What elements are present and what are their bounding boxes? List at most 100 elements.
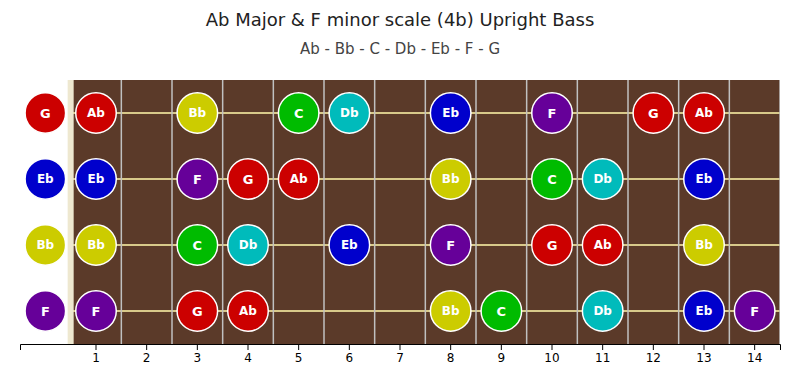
note-label: G bbox=[192, 304, 203, 319]
note bbox=[177, 225, 218, 266]
x-tick: 13 bbox=[696, 344, 711, 365]
note-label: Ab bbox=[695, 106, 713, 120]
x-tick-mark bbox=[197, 344, 198, 350]
x-tick-mark bbox=[501, 344, 502, 350]
x-tick: 10 bbox=[544, 344, 559, 365]
note bbox=[25, 225, 66, 266]
note bbox=[684, 225, 725, 266]
note-label: Db bbox=[593, 172, 612, 186]
fret-line bbox=[627, 80, 629, 344]
note bbox=[25, 291, 66, 332]
x-tick-mark bbox=[349, 344, 350, 350]
note bbox=[532, 93, 573, 134]
x-tick-label: 5 bbox=[295, 351, 303, 365]
note-label: Bb bbox=[442, 304, 460, 318]
fret-line bbox=[273, 80, 275, 344]
x-tick: 4 bbox=[244, 344, 252, 365]
x-tick-label: 1 bbox=[92, 351, 100, 365]
note-label: Ab bbox=[594, 238, 612, 252]
x-tick-label: 11 bbox=[595, 351, 610, 365]
x-tick-label: 10 bbox=[544, 351, 559, 365]
note-label: C bbox=[294, 106, 304, 121]
note-label: F bbox=[446, 238, 455, 253]
note-label: Bb bbox=[695, 238, 713, 252]
x-tick: 3 bbox=[194, 344, 202, 365]
note-label: Ab bbox=[290, 172, 308, 186]
fret-line bbox=[121, 80, 123, 344]
x-tick: 2 bbox=[143, 344, 151, 365]
x-tick: 5 bbox=[295, 344, 303, 365]
x-tick-label: 2 bbox=[143, 351, 151, 365]
note-label: G bbox=[648, 106, 659, 121]
note-label: G bbox=[40, 106, 51, 121]
fret-line bbox=[222, 80, 224, 344]
note bbox=[329, 93, 370, 134]
note-label: F bbox=[41, 304, 50, 319]
x-tick-mark bbox=[400, 344, 401, 350]
note-label: Eb bbox=[696, 172, 713, 186]
fret-line bbox=[577, 80, 579, 344]
x-tick-label: 8 bbox=[447, 351, 455, 365]
x-tick-label: 13 bbox=[696, 351, 711, 365]
note-label: Db bbox=[239, 238, 258, 252]
x-tick: 9 bbox=[498, 344, 506, 365]
note bbox=[76, 93, 117, 134]
fretboard bbox=[71, 80, 780, 344]
x-tick-mark bbox=[704, 344, 705, 350]
nut bbox=[68, 80, 74, 344]
note bbox=[734, 291, 775, 332]
subtitle: Ab - Bb - C - Db - Eb - F - G bbox=[300, 40, 500, 58]
note bbox=[329, 225, 370, 266]
note bbox=[278, 93, 319, 134]
x-tick-label: 6 bbox=[346, 351, 354, 365]
x-tick-mark bbox=[653, 344, 654, 350]
note bbox=[177, 159, 218, 200]
note bbox=[684, 93, 725, 134]
fret-line bbox=[526, 80, 528, 344]
note-label: C bbox=[497, 304, 507, 319]
x-tick-label: 14 bbox=[747, 351, 762, 365]
x-tick-label: 3 bbox=[194, 351, 202, 365]
note-label: Ab bbox=[87, 106, 105, 120]
x-tick-mark bbox=[450, 344, 451, 350]
x-tick-mark bbox=[248, 344, 249, 350]
note bbox=[582, 291, 623, 332]
x-axis-line bbox=[21, 345, 781, 351]
note-label: Db bbox=[340, 106, 359, 120]
x-tick: 11 bbox=[595, 344, 610, 365]
fret-line bbox=[678, 80, 680, 344]
fret-line bbox=[475, 80, 477, 344]
note-label: Eb bbox=[442, 106, 459, 120]
x-tick-mark bbox=[298, 344, 299, 350]
note-labels: GEbBbFAbBbCDbEbFGAbEbFGAbBbCDbEbBbCDbEbF… bbox=[36, 106, 759, 319]
fret-line bbox=[323, 80, 325, 344]
note bbox=[582, 159, 623, 200]
note-label: Eb bbox=[696, 304, 713, 318]
note-label: Bb bbox=[188, 106, 206, 120]
notes bbox=[25, 93, 775, 332]
note-label: Bb bbox=[36, 238, 54, 252]
note bbox=[25, 159, 66, 200]
x-tick-label: 12 bbox=[646, 351, 661, 365]
note bbox=[177, 291, 218, 332]
x-axis: 1234567891011121314 bbox=[21, 344, 781, 365]
note bbox=[76, 159, 117, 200]
note bbox=[430, 159, 471, 200]
fretboard-wood bbox=[71, 80, 780, 344]
fret-line bbox=[779, 80, 780, 344]
note bbox=[684, 291, 725, 332]
note bbox=[25, 93, 66, 134]
note-label: F bbox=[193, 172, 202, 187]
note-label: G bbox=[547, 238, 558, 253]
note-label: Db bbox=[593, 304, 612, 318]
x-tick-label: 7 bbox=[396, 351, 404, 365]
x-tick: 6 bbox=[346, 344, 354, 365]
title: Ab Major & F minor scale (4b) Upright Ba… bbox=[206, 9, 595, 30]
note bbox=[430, 291, 471, 332]
x-tick-mark bbox=[602, 344, 603, 350]
note-label: Bb bbox=[87, 238, 105, 252]
note bbox=[582, 225, 623, 266]
fret-line bbox=[425, 80, 427, 344]
x-tick-mark bbox=[96, 344, 97, 350]
note bbox=[532, 225, 573, 266]
